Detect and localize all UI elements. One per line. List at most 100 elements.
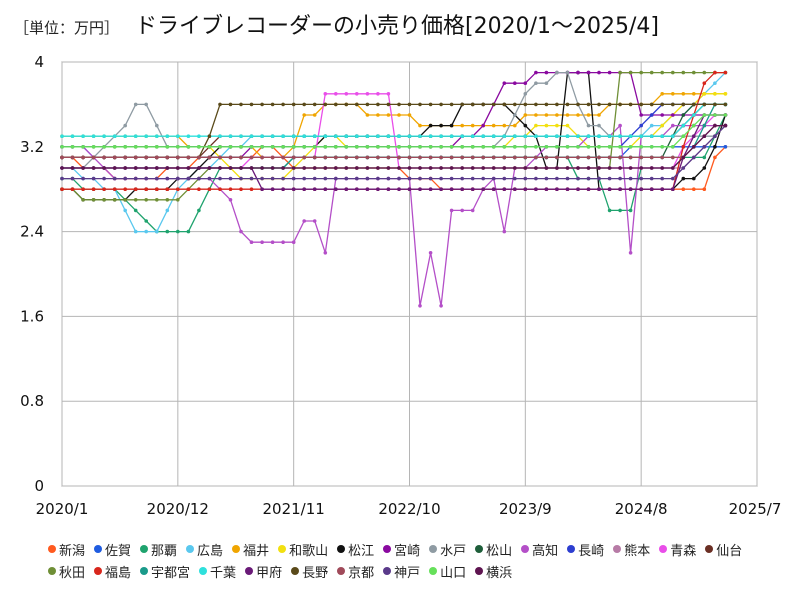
data-point bbox=[470, 134, 475, 138]
data-point bbox=[81, 134, 85, 138]
data-point bbox=[555, 123, 559, 128]
data-point bbox=[607, 134, 612, 138]
data-point bbox=[534, 70, 538, 75]
legend-label: 青森 bbox=[670, 543, 697, 559]
data-point bbox=[597, 145, 601, 149]
data-point bbox=[144, 198, 148, 202]
data-point bbox=[302, 134, 307, 138]
series-山口 bbox=[60, 113, 728, 149]
data-point bbox=[291, 134, 296, 138]
data-point bbox=[607, 155, 612, 160]
data-point bbox=[660, 70, 664, 75]
data-point bbox=[281, 145, 285, 149]
data-point bbox=[586, 187, 591, 191]
data-point bbox=[376, 187, 380, 191]
data-point bbox=[628, 134, 633, 138]
data-point bbox=[481, 155, 486, 160]
data-point bbox=[428, 251, 433, 255]
data-point bbox=[355, 134, 359, 138]
data-point bbox=[176, 187, 180, 191]
data-point bbox=[186, 187, 191, 191]
data-point bbox=[228, 166, 233, 170]
data-point bbox=[649, 113, 654, 117]
data-point bbox=[144, 166, 148, 170]
data-point bbox=[407, 166, 412, 170]
legend-item: 秋田 bbox=[48, 561, 85, 581]
data-point bbox=[355, 92, 359, 96]
data-point bbox=[681, 155, 686, 160]
data-point bbox=[692, 187, 696, 191]
data-point bbox=[544, 187, 549, 191]
data-point bbox=[639, 102, 643, 107]
series-高知 bbox=[60, 123, 728, 308]
data-point bbox=[144, 155, 148, 160]
x-tick-label: 2025/7 bbox=[729, 500, 782, 518]
data-point bbox=[291, 187, 296, 191]
legend-label: 福井 bbox=[243, 543, 270, 559]
data-point bbox=[155, 155, 159, 160]
data-point bbox=[671, 102, 675, 107]
legend-item: 和歌山 bbox=[278, 539, 328, 559]
data-point bbox=[534, 187, 538, 191]
data-point bbox=[407, 113, 412, 117]
data-point bbox=[165, 198, 170, 202]
data-point bbox=[70, 145, 75, 149]
data-point bbox=[597, 123, 601, 128]
data-point bbox=[586, 134, 591, 138]
x-tick-label: 2020/12 bbox=[147, 500, 209, 518]
data-point bbox=[260, 166, 264, 170]
legend-label: 秋田 bbox=[59, 565, 86, 581]
data-point bbox=[60, 134, 64, 138]
data-point bbox=[702, 134, 707, 138]
data-point bbox=[681, 166, 686, 170]
data-point bbox=[628, 155, 633, 160]
legend-marker bbox=[232, 545, 241, 553]
data-point bbox=[449, 176, 454, 181]
data-point bbox=[60, 145, 64, 149]
legend-label: 高知 bbox=[532, 543, 559, 559]
legend-label: 長野 bbox=[302, 565, 329, 581]
data-point bbox=[386, 92, 391, 96]
data-point bbox=[460, 102, 465, 107]
data-point bbox=[102, 176, 106, 181]
data-point bbox=[281, 240, 285, 244]
data-point bbox=[702, 113, 707, 117]
series-甲府 bbox=[60, 113, 728, 191]
data-point bbox=[702, 155, 707, 160]
data-point bbox=[270, 166, 275, 170]
legend-marker bbox=[48, 545, 56, 553]
legend-item: 京都 bbox=[337, 561, 374, 581]
data-point bbox=[270, 102, 275, 107]
data-point bbox=[91, 166, 96, 170]
data-point bbox=[639, 145, 643, 149]
data-point bbox=[334, 102, 338, 107]
data-point bbox=[239, 155, 243, 160]
data-point bbox=[523, 92, 528, 96]
data-point bbox=[418, 187, 422, 191]
data-point bbox=[618, 145, 622, 149]
data-point bbox=[270, 145, 275, 149]
legend-marker bbox=[613, 545, 622, 553]
data-point bbox=[176, 198, 180, 202]
data-point bbox=[544, 134, 549, 138]
legend-marker bbox=[186, 545, 195, 553]
data-point bbox=[418, 134, 422, 138]
data-point bbox=[239, 176, 243, 181]
data-point bbox=[597, 134, 601, 138]
data-point bbox=[218, 145, 222, 149]
data-point bbox=[723, 123, 728, 128]
legend-label: 横浜 bbox=[486, 565, 513, 581]
data-point bbox=[334, 92, 338, 96]
data-point bbox=[133, 166, 138, 170]
data-point bbox=[628, 145, 633, 149]
data-point bbox=[481, 176, 486, 181]
data-point bbox=[671, 134, 675, 138]
data-point bbox=[723, 70, 728, 75]
data-point bbox=[671, 187, 675, 191]
data-point bbox=[460, 187, 465, 191]
data-point bbox=[607, 70, 612, 75]
data-point bbox=[618, 176, 622, 181]
data-point bbox=[491, 123, 496, 128]
data-point bbox=[334, 166, 338, 170]
data-point bbox=[91, 176, 96, 181]
